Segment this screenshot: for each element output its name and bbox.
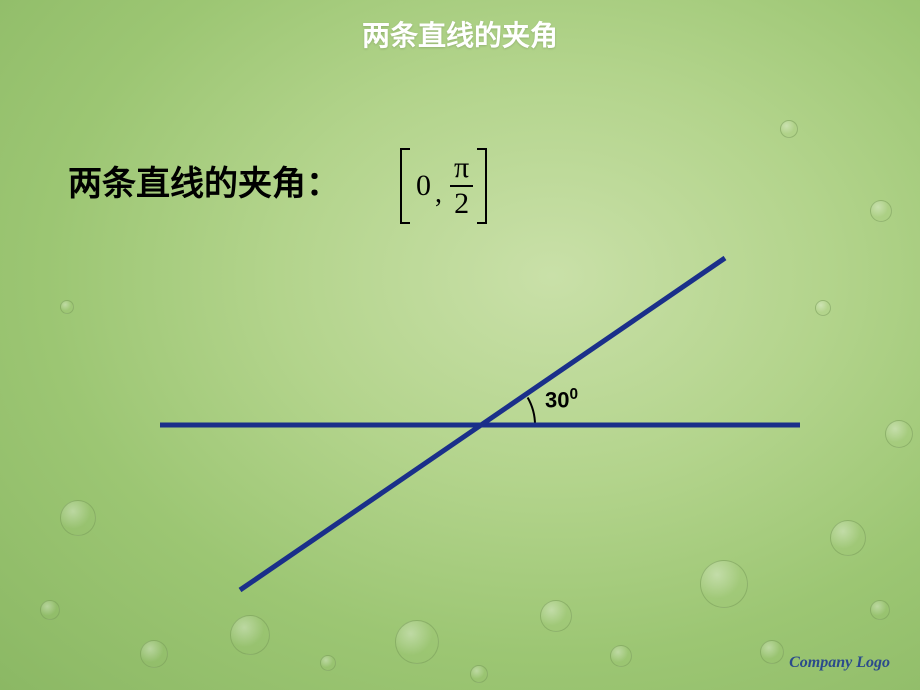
bubble bbox=[815, 300, 831, 316]
bubble bbox=[870, 600, 890, 620]
company-logo-text: Company Logo bbox=[789, 654, 890, 672]
angle-value: 30 bbox=[545, 387, 569, 412]
bubble bbox=[885, 420, 913, 448]
angle-degree-superscript: 0 bbox=[569, 386, 578, 403]
interval-comma: , bbox=[435, 178, 442, 224]
bubble bbox=[470, 665, 488, 683]
subtitle-text: 两条直线的夹角： bbox=[68, 156, 340, 205]
interval-expression: 0 , π 2 bbox=[400, 148, 487, 224]
bubble bbox=[320, 655, 336, 671]
left-bracket bbox=[400, 148, 410, 224]
bubble bbox=[40, 600, 60, 620]
lines-diagram bbox=[150, 250, 810, 610]
bubble bbox=[60, 300, 74, 314]
bubble bbox=[610, 645, 632, 667]
bubble bbox=[140, 640, 168, 668]
bubble bbox=[760, 640, 784, 664]
angle-label: 300 bbox=[545, 386, 578, 413]
bubble bbox=[230, 615, 270, 655]
fraction-numerator: π bbox=[450, 153, 473, 185]
bubble bbox=[395, 620, 439, 664]
interval-lower: 0 bbox=[416, 169, 431, 203]
angle-arc bbox=[528, 398, 535, 426]
slide: 两条直线的夹角 两条直线的夹角： 0 , π 2 300 Company Log… bbox=[0, 0, 920, 690]
fraction-denominator: 2 bbox=[450, 187, 473, 219]
right-bracket bbox=[477, 148, 487, 224]
slide-title: 两条直线的夹角 bbox=[0, 14, 920, 54]
bubble bbox=[830, 520, 866, 556]
bubble bbox=[870, 200, 892, 222]
interval-upper-fraction: π 2 bbox=[450, 153, 473, 219]
bubble bbox=[60, 500, 96, 536]
bubble bbox=[780, 120, 798, 138]
